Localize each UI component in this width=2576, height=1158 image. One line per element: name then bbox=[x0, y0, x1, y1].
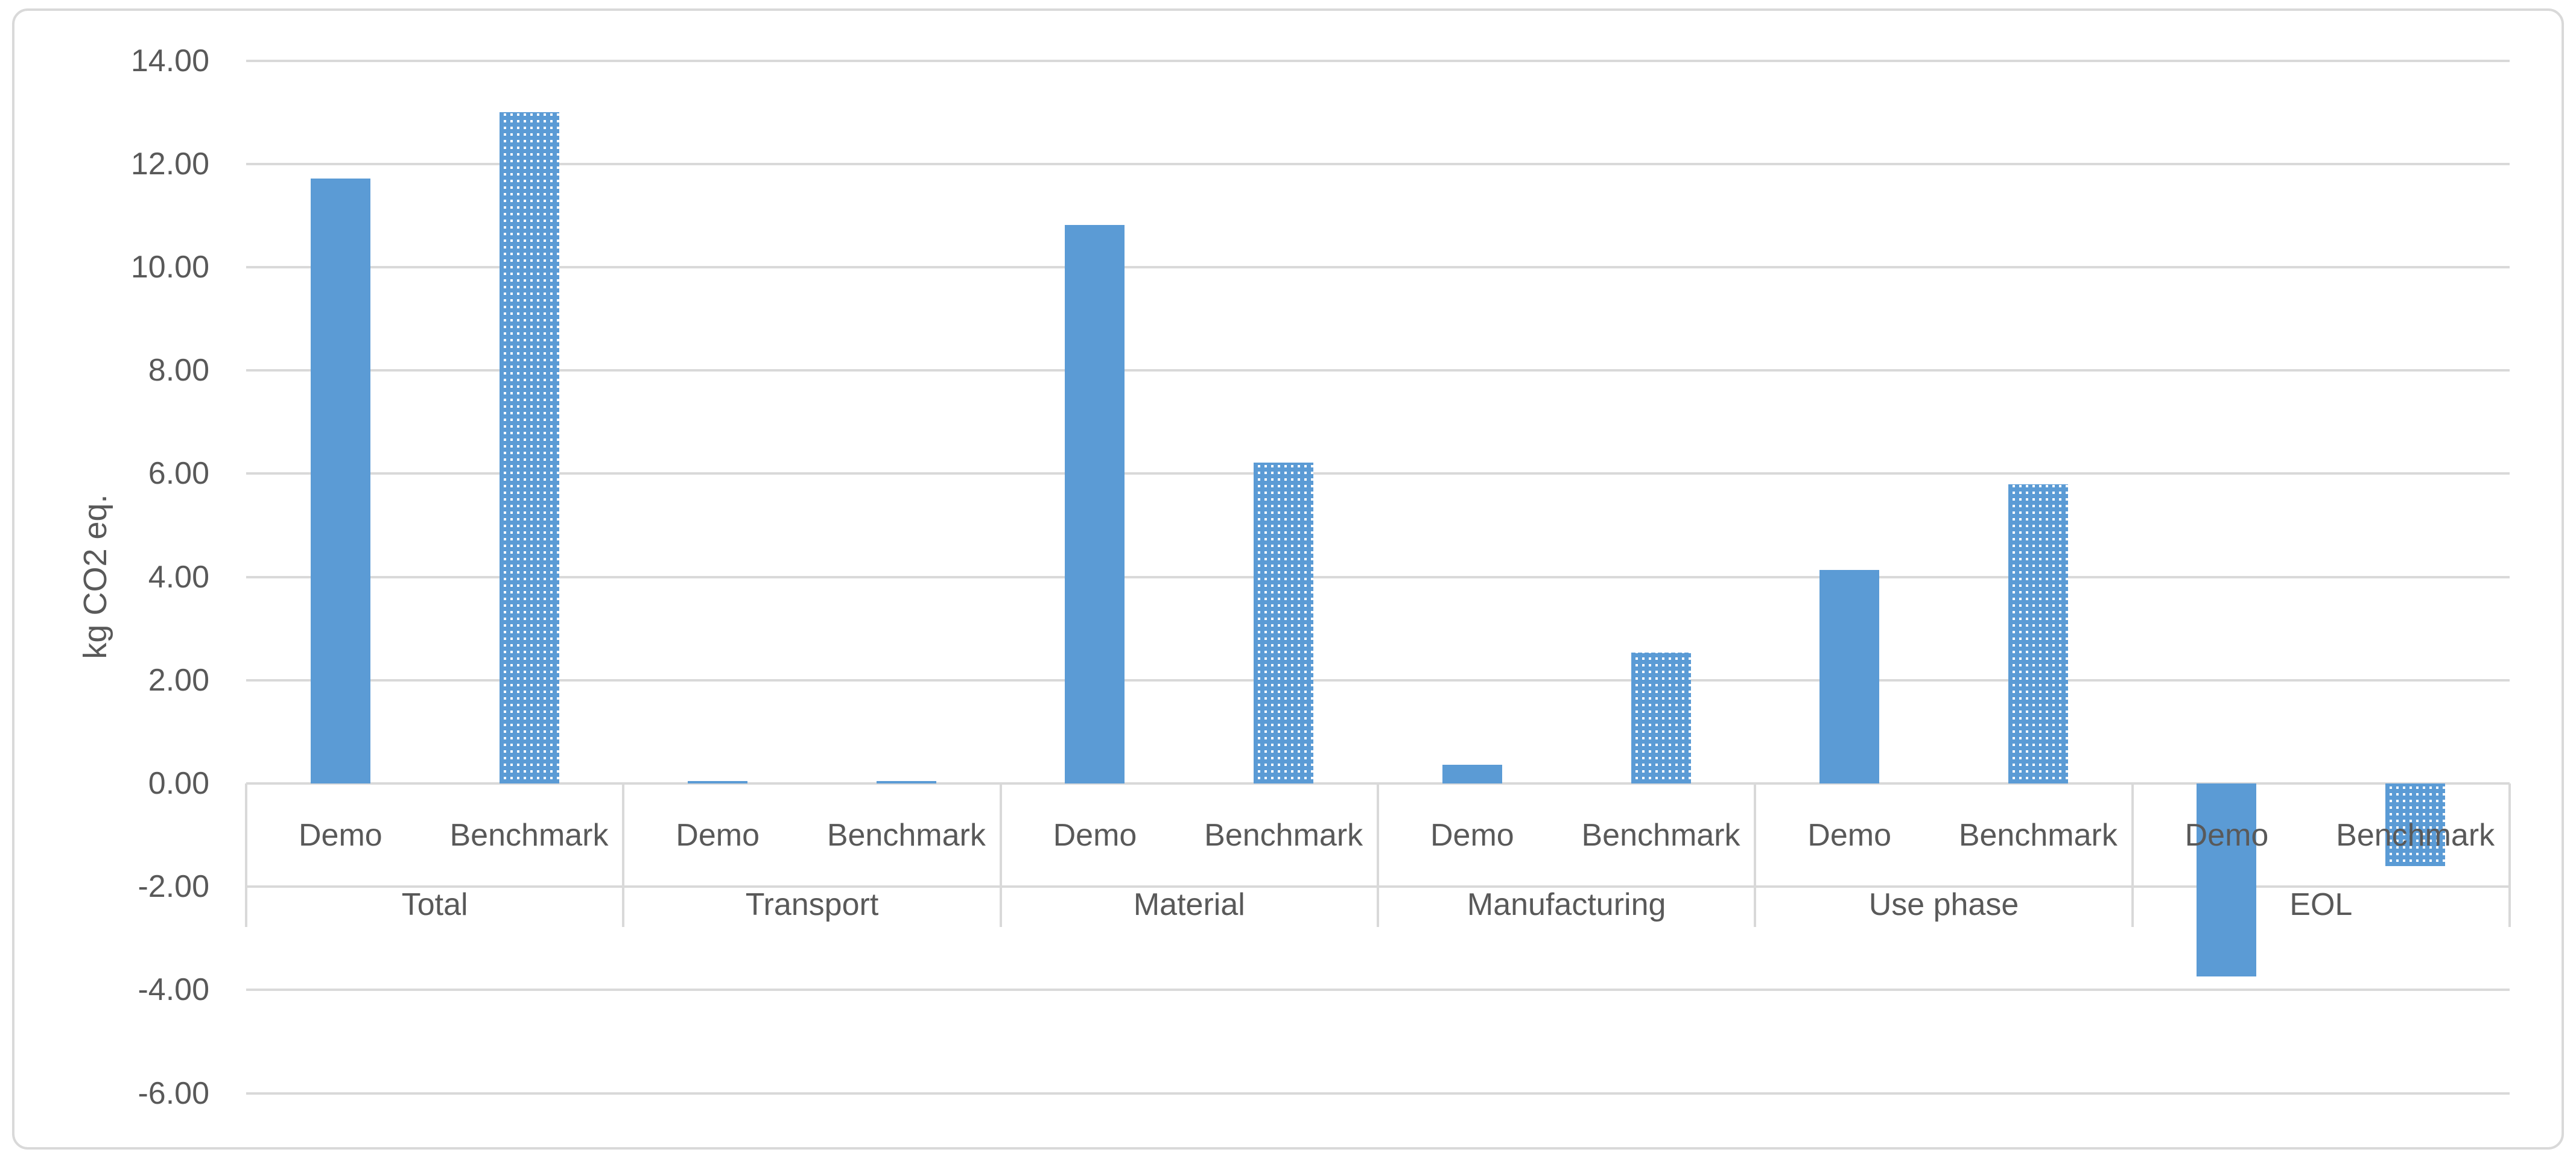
category-label-use-phase: Use phase bbox=[1868, 887, 2019, 922]
category-separator bbox=[622, 783, 625, 927]
bar-benchmark-transport bbox=[876, 780, 936, 783]
gridline bbox=[246, 989, 2510, 992]
gridline bbox=[246, 59, 2510, 62]
series-label-transport-demo: Demo bbox=[676, 818, 760, 853]
y-tick-label: 2.00 bbox=[148, 662, 209, 698]
category-separator bbox=[2131, 783, 2134, 927]
series-label-total-demo: Demo bbox=[298, 818, 382, 853]
category-label-eol: EOL bbox=[2289, 887, 2353, 922]
gridline bbox=[246, 679, 2510, 682]
y-axis-title: kg CO2 eq. bbox=[77, 494, 113, 659]
bar-benchmark-total bbox=[499, 112, 559, 783]
bar-demo-manufacturing bbox=[1442, 765, 1502, 783]
y-tick-label: 14.00 bbox=[130, 43, 209, 78]
y-tick-label: 4.00 bbox=[148, 559, 209, 595]
series-label-eol-benchmark: Benchmark bbox=[2336, 818, 2495, 853]
bar-benchmark-material bbox=[1254, 463, 1314, 783]
series-label-manufacturing-demo: Demo bbox=[1430, 818, 1514, 853]
gridline bbox=[246, 575, 2510, 578]
y-tick-label: 6.00 bbox=[148, 456, 209, 492]
category-label-transport: Transport bbox=[745, 887, 879, 922]
gridline bbox=[246, 369, 2510, 372]
category-separator bbox=[245, 783, 247, 927]
gridline bbox=[246, 472, 2510, 475]
series-label-manufacturing-benchmark: Benchmark bbox=[1581, 818, 1740, 853]
series-label-material-demo: Demo bbox=[1053, 818, 1137, 853]
category-label-material: Material bbox=[1133, 887, 1245, 922]
bar-benchmark-eol bbox=[2385, 783, 2446, 866]
category-separator bbox=[1377, 783, 1379, 927]
bar-demo-use-phase bbox=[1819, 570, 1880, 783]
category-separator bbox=[999, 783, 1002, 927]
y-tick-label: 0.00 bbox=[148, 766, 209, 801]
bar-benchmark-manufacturing bbox=[1631, 652, 1691, 783]
y-tick-label: 10.00 bbox=[130, 250, 209, 285]
bar-benchmark-use-phase bbox=[2008, 484, 2068, 783]
y-tick-label: 8.00 bbox=[148, 353, 209, 388]
gridline bbox=[246, 162, 2510, 165]
category-separator bbox=[1754, 783, 1757, 927]
series-label-total-benchmark: Benchmark bbox=[449, 818, 609, 853]
category-separator bbox=[2508, 783, 2511, 927]
series-label-eol-demo: Demo bbox=[2184, 818, 2269, 853]
y-tick-label: 12.00 bbox=[130, 146, 209, 182]
category-label-manufacturing: Manufacturing bbox=[1467, 887, 1666, 922]
bar-demo-transport bbox=[688, 780, 748, 783]
series-label-material-benchmark: Benchmark bbox=[1204, 818, 1363, 853]
series-label-use-phase-benchmark: Benchmark bbox=[1958, 818, 2118, 853]
y-tick-label: -4.00 bbox=[138, 972, 209, 1008]
bar-demo-total bbox=[310, 178, 370, 783]
gridline bbox=[246, 266, 2510, 268]
y-tick-label: -2.00 bbox=[138, 869, 209, 905]
series-label-transport-benchmark: Benchmark bbox=[826, 818, 986, 853]
bar-demo-material bbox=[1065, 224, 1125, 783]
category-label-total: Total bbox=[401, 887, 468, 922]
gridline bbox=[246, 1092, 2510, 1095]
bar-demo-eol bbox=[2197, 783, 2257, 977]
series-label-use-phase-demo: Demo bbox=[1807, 818, 1892, 853]
y-tick-label: -6.00 bbox=[138, 1075, 209, 1111]
